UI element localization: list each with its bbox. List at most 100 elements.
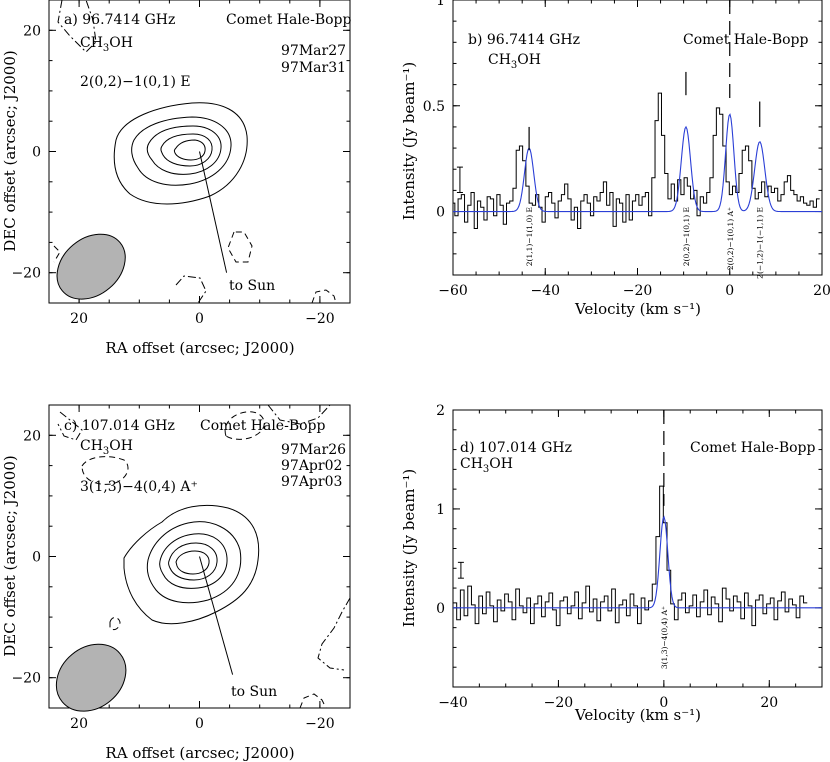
panel-a-date-1: 97Mar27 bbox=[281, 43, 346, 59]
panel-b-title: b) 96.7414 GHz bbox=[468, 32, 580, 48]
panel-d-gaussian-fit bbox=[453, 515, 822, 609]
panel-b-transition-label: 2(−1,2)−1(−1,1) E bbox=[756, 207, 765, 279]
panel-c-contour-3 bbox=[159, 533, 228, 589]
panel-b-xtick-label: −60 bbox=[438, 283, 468, 299]
panel-d-title: d) 107.014 GHz bbox=[460, 440, 572, 456]
panel-c-sun-direction-line bbox=[199, 556, 234, 675]
panel-a-sun-direction-line bbox=[199, 151, 228, 273]
panel-c-neg-contour-7 bbox=[299, 693, 327, 709]
panel-c-molecule: CH3OH bbox=[80, 438, 133, 457]
panel-c-ytick-label: −20 bbox=[11, 671, 41, 687]
panel-b-source: Comet Hale-Bopp bbox=[683, 32, 809, 48]
panel-c-xtick-label: −20 bbox=[305, 716, 335, 732]
panel-c-xtick-label: 20 bbox=[70, 716, 88, 732]
panel-c-neg-contour-3 bbox=[224, 411, 265, 440]
panel-c-date-3: 97Apr03 bbox=[281, 474, 342, 490]
panel-a-xtick-label: −20 bbox=[305, 311, 335, 327]
panel-b-xtick-label: −20 bbox=[623, 283, 653, 299]
panel-d-xtick-label: −20 bbox=[544, 695, 574, 711]
panel-a-contour-2 bbox=[131, 116, 232, 186]
panel-c-neg-contour-5 bbox=[109, 617, 121, 631]
panel-d-xtick-label: 20 bbox=[760, 695, 778, 711]
panel-a-transition: 2(0,2)−1(0,1) E bbox=[80, 74, 191, 90]
panel-c-ytick-label: 0 bbox=[32, 550, 41, 566]
panel-b-xtick-label: 0 bbox=[725, 283, 734, 299]
panel-a-contour-map: 20 0 −20 20 0 −20 a) 96.7414 GHz Comet Hale-B… bbox=[1, 0, 352, 357]
panel-d-xtick-label: −40 bbox=[438, 695, 468, 711]
panel-a-ytick-label: 0 bbox=[32, 145, 41, 161]
panel-c-contour-4 bbox=[168, 542, 218, 581]
panel-c-ytick-label: 20 bbox=[23, 428, 41, 444]
panel-b-transition-label: 2(0,2)−1(0,1) E bbox=[682, 207, 691, 266]
panel-d-spectrum: −40 −20 0 20 0 1 2 3(1,3)−4(0,4) A⁺ d) 107.014… bbox=[400, 403, 823, 724]
panel-a-contour-5 bbox=[173, 139, 206, 161]
panel-a-xlabel: RA offset (arcsec; J2000) bbox=[105, 339, 294, 357]
panel-b-transition-label: 2(0,2)−1(0,1) A⁺ bbox=[726, 207, 735, 270]
panel-c-date-1: 97Mar26 bbox=[281, 442, 346, 458]
panel-b-xtick-label: −40 bbox=[530, 283, 560, 299]
panel-a-molecule: CH3OH bbox=[80, 35, 133, 54]
panel-c-contour-2 bbox=[146, 521, 242, 604]
panel-c-xtick-label: 0 bbox=[195, 716, 204, 732]
panel-b-spectrum-histogram bbox=[453, 92, 820, 229]
panel-a-contour-3 bbox=[146, 125, 222, 175]
panel-a-neg-contour-2 bbox=[227, 231, 253, 263]
panel-b-molecule: CH3OH bbox=[488, 52, 541, 71]
panel-c-positive-contours bbox=[123, 504, 260, 625]
panel-c-source: Comet Hale-Bopp bbox=[200, 418, 326, 434]
panel-a-beam-ellipse bbox=[56, 233, 126, 300]
panel-a-source: Comet Hale-Bopp bbox=[226, 12, 352, 28]
panel-a-neg-contour-3 bbox=[175, 275, 207, 304]
panel-a-date-2: 97Mar31 bbox=[281, 60, 346, 76]
panel-c-ylabel: DEC offset (arcsec; J2000) bbox=[1, 455, 19, 656]
panel-d-ytick-label: 1 bbox=[436, 502, 445, 518]
panel-b-gaussian-fit bbox=[453, 113, 822, 213]
panel-b-xtick-label: 20 bbox=[813, 283, 830, 299]
panel-c-neg-contour-4 bbox=[267, 404, 331, 425]
panel-d-xtick-label: 0 bbox=[659, 695, 668, 711]
panel-a-xtick-label: 0 bbox=[195, 311, 204, 327]
panel-c-neg-contour-1 bbox=[57, 411, 83, 441]
panel-a-negative-contours bbox=[53, 0, 337, 304]
panel-d-ylabel: Intensity (Jy beam⁻¹) bbox=[400, 469, 418, 627]
panel-b-xlabel: Velocity (km s⁻¹) bbox=[574, 300, 701, 318]
panel-c-neg-contour-2 bbox=[81, 456, 129, 485]
panel-c-contour-1 bbox=[123, 504, 260, 625]
panel-a-neg-contour-4 bbox=[311, 289, 337, 304]
panel-c-xlabel: RA offset (arcsec; J2000) bbox=[105, 744, 294, 762]
panel-d-source: Comet Hale-Bopp bbox=[690, 440, 816, 456]
panel-a-contour-4 bbox=[160, 133, 213, 167]
panel-c-negative-contours bbox=[57, 404, 351, 709]
panel-b-ytick-label: 0.5 bbox=[423, 99, 445, 115]
panel-c-beam-ellipse bbox=[55, 643, 127, 712]
panel-c-transition: 3(1,3)−4(0,4) A⁺ bbox=[80, 479, 198, 495]
panel-a-ylabel: DEC offset (arcsec; J2000) bbox=[1, 50, 19, 251]
panel-c-title: c) 107.014 GHz bbox=[64, 418, 175, 434]
panel-a-positive-contours bbox=[113, 102, 248, 205]
panel-d-transition-label: 3(1,3)−4(0,4) A⁺ bbox=[660, 606, 669, 669]
panel-c-contour-map: 20 0 −20 20 0 −20 c) 107.014 GHz Comet Hale-B… bbox=[1, 404, 351, 762]
panel-a-ytick-label: −20 bbox=[11, 266, 41, 282]
panel-c-neg-contour-6 bbox=[317, 597, 351, 671]
panel-c-to-sun-label: to Sun bbox=[231, 684, 277, 700]
panel-a-neg-contour-5 bbox=[53, 245, 61, 263]
panel-a-ytick-label: 20 bbox=[23, 23, 41, 39]
panel-c-contour-5 bbox=[175, 550, 210, 575]
panel-a-neg-contour-1 bbox=[57, 0, 97, 53]
panel-d-ytick-label: 2 bbox=[436, 403, 445, 419]
panel-b-transition-label: 2(1,1)−1(1,0) E bbox=[525, 207, 534, 266]
panel-a-to-sun-label: to Sun bbox=[229, 278, 275, 294]
panel-d-ytick-label: 0 bbox=[436, 601, 445, 617]
panel-b-ytick-label: 1 bbox=[436, 0, 445, 9]
panel-b-ytick-label: 0 bbox=[436, 205, 445, 221]
panel-b-spectrum: −60 −40 −20 0 20 0 0.5 1 2(1,1)−1(1,0) E 2(0,2)−… bbox=[400, 0, 830, 318]
panel-c-date-2: 97Apr02 bbox=[281, 458, 342, 474]
panel-d-molecule: CH3OH bbox=[460, 456, 513, 475]
panel-d-spectrum-histogram bbox=[453, 485, 808, 627]
panel-b-ylabel: Intensity (Jy beam⁻¹) bbox=[400, 62, 418, 220]
panel-a-title: a) 96.7414 GHz bbox=[64, 12, 175, 28]
panel-a-contour-1 bbox=[113, 102, 248, 205]
panel-a-xtick-label: 20 bbox=[70, 311, 88, 327]
panel-d-xlabel: Velocity (km s⁻¹) bbox=[574, 706, 701, 724]
